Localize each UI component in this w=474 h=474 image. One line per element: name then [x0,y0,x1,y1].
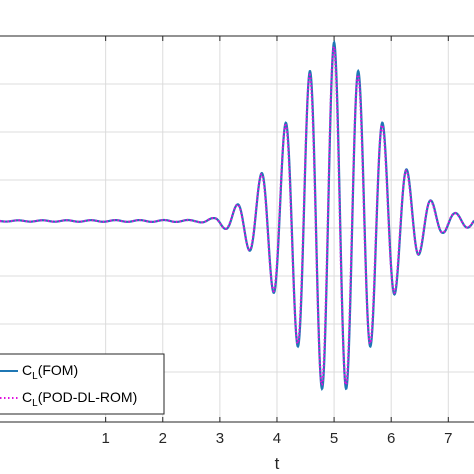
x-axis-label: t [275,454,280,473]
legend-box [0,353,165,415]
x-tick-label: 6 [387,430,395,447]
legend: CL(FOM) CL(POD-DL-ROM) [0,353,165,415]
axes-frame [0,35,474,423]
legend-entry-fom: CL(FOM) [22,362,78,382]
series-line-fom [0,39,474,391]
legend-entry-pod-dl-rom: CL(POD-DL-ROM) [22,389,137,409]
grid-lines [0,36,474,422]
x-tick-label: 5 [330,430,338,447]
x-tick-label: 3 [216,430,224,447]
x-tick-label: 7 [444,430,452,447]
series-line-pod-dl-rom [0,43,474,387]
series-layer [0,39,474,391]
x-tick-label: 1 [101,430,109,447]
x-tick-labels: 1 2 3 4 5 6 7 [101,430,452,447]
x-tick-label: 2 [159,430,167,447]
x-tick-label: 4 [273,430,281,447]
